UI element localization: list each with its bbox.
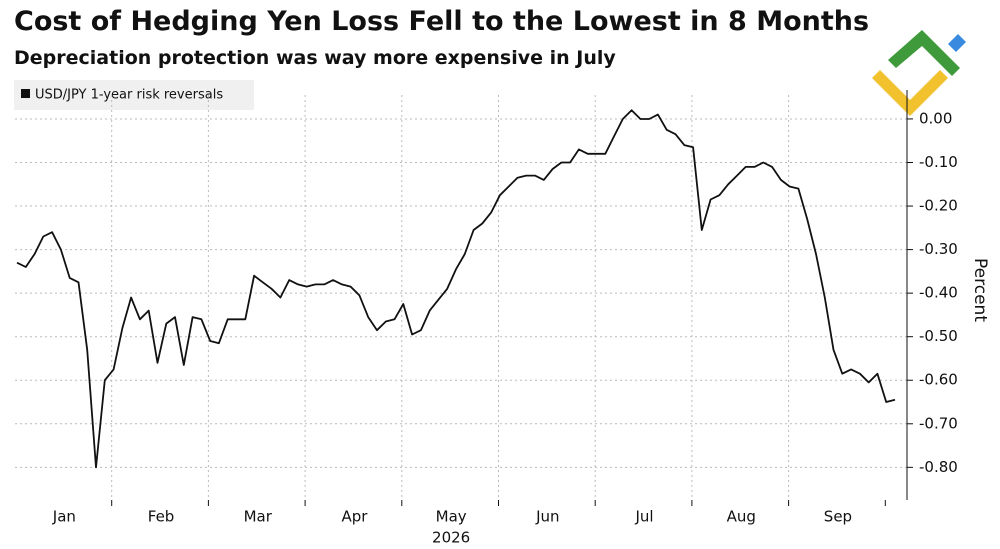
x-tick-label: Feb (148, 508, 175, 526)
legend-box (14, 80, 254, 110)
x-tick-label: May (436, 508, 467, 526)
x-tick-label: Jun (535, 508, 559, 526)
x-tick-label: Aug (727, 508, 756, 526)
y-tick-label: -0.20 (919, 197, 958, 215)
y-tick-label: 0.00 (919, 109, 952, 127)
y-tick-label: -0.50 (919, 327, 958, 345)
y-tick-label: -0.70 (919, 414, 958, 432)
y-tick-label: -0.40 (919, 284, 958, 302)
x-tick-label: Mar (244, 508, 273, 526)
y-tick-label: -0.80 (919, 458, 958, 476)
y-tick-label: -0.60 (919, 371, 958, 389)
y-tick-label: -0.10 (919, 153, 958, 171)
legend-label: USD/JPY 1-year risk reversals (35, 88, 223, 103)
line-series (16, 109, 896, 469)
x-tick-label: Sep (824, 508, 852, 526)
chart-title: Cost of Hedging Yen Loss Fell to the Low… (14, 6, 869, 37)
x-tick-label: Jul (634, 508, 653, 526)
x-tick-label: Jan (52, 508, 76, 526)
y-axis-label: Percent (970, 258, 990, 322)
legend-swatch (21, 89, 30, 98)
x-year-label: 2026 (432, 529, 470, 546)
y-tick-label: -0.30 (919, 240, 958, 258)
chart-subtitle: Depreciation protection was way more exp… (14, 47, 616, 69)
logo (872, 30, 966, 116)
x-tick-label: Apr (341, 508, 368, 526)
